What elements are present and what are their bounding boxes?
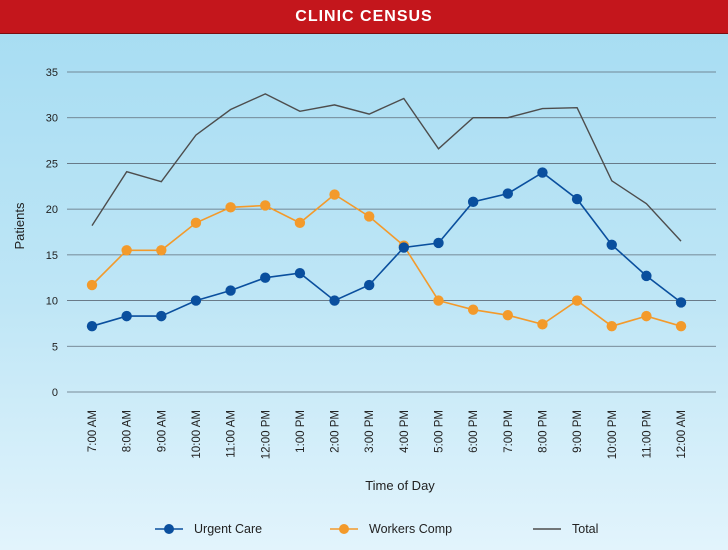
legend-label-total: Total xyxy=(572,522,598,536)
x-tick-label: 11:00 AM xyxy=(226,410,238,458)
y-tick-label: 20 xyxy=(46,204,58,216)
x-tick-label: 7:00 AM xyxy=(87,410,99,452)
series-line-urgent-care xyxy=(91,171,682,327)
y-tick-label: 0 xyxy=(52,387,58,399)
x-tick-label: 5:00 PM xyxy=(434,410,446,453)
data-point xyxy=(364,211,375,222)
data-point xyxy=(433,295,444,306)
x-tick-label: 4:00 PM xyxy=(399,410,411,453)
data-point xyxy=(329,189,340,200)
gridlines xyxy=(67,71,716,393)
data-point xyxy=(86,320,98,332)
data-point xyxy=(606,320,617,332)
data-point xyxy=(260,272,271,283)
x-tick-label: 7:00 PM xyxy=(503,410,515,453)
data-point xyxy=(571,193,583,205)
x-tick-label: 9:00 AM xyxy=(156,410,168,452)
data-point xyxy=(398,242,410,253)
legend: Urgent Care Workers Comp Total xyxy=(155,522,598,536)
data-point xyxy=(225,285,236,296)
x-tick-label: 8:00 AM xyxy=(122,410,134,452)
x-tick-label: 10:00 PM xyxy=(607,410,619,459)
x-axis-label: Time of Day xyxy=(365,478,435,493)
legend-label-workers-comp: Workers Comp xyxy=(369,522,452,536)
x-tick-label: 12:00 AM xyxy=(676,410,688,459)
y-tick-label: 25 xyxy=(46,158,58,170)
x-axis-ticks: 7:00 AM 8:00 AM 9:00 AM 10:00 AM 11:00 AM 12:… xyxy=(87,410,688,459)
data-point xyxy=(467,196,479,208)
data-point xyxy=(675,297,687,308)
y-tick-label: 5 xyxy=(52,341,58,353)
data-point xyxy=(190,295,202,306)
data-point xyxy=(156,310,167,322)
data-point xyxy=(502,310,513,321)
data-point xyxy=(86,279,98,291)
x-tick-label: 11:00 PM xyxy=(641,410,653,458)
data-point xyxy=(641,310,652,322)
data-point xyxy=(190,217,202,229)
data-point xyxy=(606,239,617,250)
x-tick-label: 12:00 PM xyxy=(260,410,272,459)
data-point xyxy=(675,320,687,332)
series-line-total xyxy=(91,93,682,242)
legend-label-urgent-care: Urgent Care xyxy=(194,522,262,536)
x-tick-label: 10:00 AM xyxy=(191,410,203,459)
data-point xyxy=(467,304,479,315)
data-point xyxy=(537,167,548,178)
data-point xyxy=(364,279,375,291)
data-point xyxy=(571,295,583,306)
x-tick-label: 2:00 PM xyxy=(330,410,342,453)
header-bar: CLINIC CENSUS xyxy=(0,0,728,34)
data-point xyxy=(156,245,167,256)
data-point xyxy=(121,310,132,322)
y-tick-label: 35 xyxy=(46,67,58,79)
data-point xyxy=(260,200,271,211)
y-tick-label: 30 xyxy=(46,113,58,125)
y-axis-ticks: 0 5 10 15 20 25 30 35 xyxy=(46,67,58,399)
data-point xyxy=(121,245,132,256)
chart-title: CLINIC CENSUS xyxy=(295,7,433,25)
data-point xyxy=(329,295,340,306)
data-point xyxy=(294,217,306,229)
x-tick-label: 9:00 PM xyxy=(572,410,584,453)
y-axis-label: Patients xyxy=(12,202,27,249)
data-point xyxy=(433,237,444,249)
y-tick-label: 15 xyxy=(46,250,58,262)
data-point xyxy=(294,267,306,279)
data-point xyxy=(502,188,513,199)
legend-marker-urgent-care xyxy=(164,524,174,534)
data-point xyxy=(641,270,652,282)
x-tick-label: 3:00 PM xyxy=(364,410,376,453)
series-group xyxy=(86,93,687,332)
series-line-workers-comp xyxy=(91,193,682,328)
x-tick-label: 8:00 PM xyxy=(537,410,549,453)
data-point xyxy=(537,319,548,330)
legend-marker-workers-comp xyxy=(339,524,349,534)
y-tick-label: 10 xyxy=(46,296,58,308)
x-tick-label: 6:00 PM xyxy=(468,410,480,453)
data-point xyxy=(225,202,236,213)
x-tick-label: 1:00 PM xyxy=(295,410,307,453)
